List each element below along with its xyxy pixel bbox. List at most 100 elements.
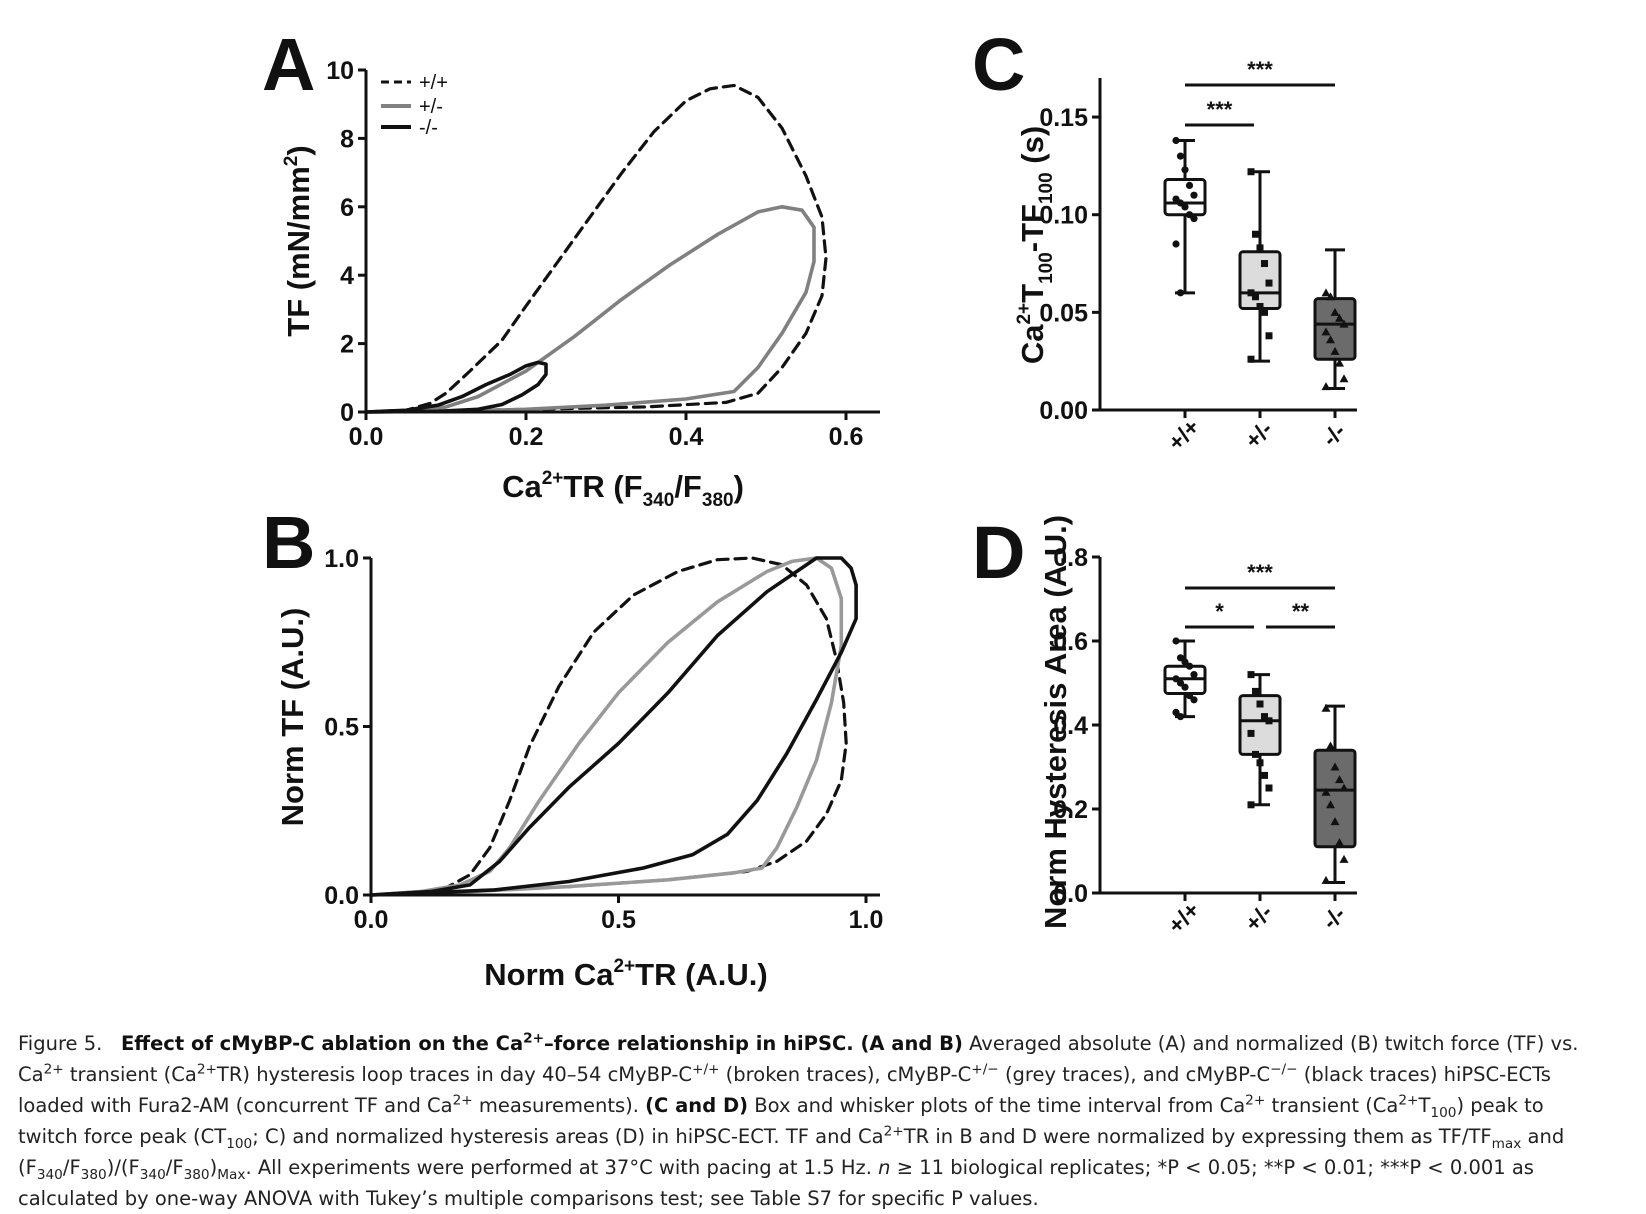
y-tick-label: 6 (340, 194, 354, 222)
box-ko (1313, 297, 1357, 361)
y-tick-label: 0.6 (1053, 628, 1088, 656)
data-point (1252, 230, 1259, 238)
panel-a-y-label: TF (mN/mm2) (281, 145, 316, 336)
panel-c-letter: C (972, 23, 1025, 106)
data-point (1321, 288, 1331, 297)
box-het (1238, 694, 1282, 756)
data-point (1326, 335, 1335, 344)
data-point (1261, 771, 1268, 779)
panel-b-letter: B (262, 501, 315, 584)
data-point (1326, 292, 1335, 301)
data-point (1176, 679, 1185, 687)
x-tick-label: 1.0 (849, 906, 884, 934)
caption-title: Effect of cMyBP-C ablation on the Ca2+–f… (120, 1030, 963, 1055)
series-line-ko (369, 556, 858, 897)
data-point (1247, 801, 1255, 809)
panel-d: D +/+ +/- -/-**** ** 0.00.20.40.60.8 Norm H… (972, 511, 1357, 939)
data-point (1265, 332, 1273, 340)
y-tick-label: 0.8 (1053, 544, 1088, 572)
data-point (1330, 762, 1340, 771)
data-point (1172, 240, 1180, 248)
figure-caption: Figure 5. Effect of cMyBP-C ablation on … (18, 1028, 1628, 1214)
data-point (1176, 152, 1185, 160)
x-tick-label: 0.4 (669, 423, 704, 451)
series-line-wt (369, 556, 848, 897)
significance-label: *** (1247, 560, 1273, 585)
data-point (1335, 838, 1344, 847)
x-tick-label: 0.2 (509, 423, 544, 451)
data-point (1261, 260, 1268, 268)
panel-d-y-label: Norm Hysteresis Area (A.U.) (1038, 515, 1073, 929)
caption-line-4: twitch force peak (CT100; C) and normali… (18, 1123, 1565, 1152)
y-tick-label: 0.4 (1053, 712, 1088, 740)
y-tick-label: 8 (340, 125, 354, 153)
x-tick-label: 0.6 (829, 423, 864, 451)
x-tick-label: 0.5 (601, 906, 636, 934)
data-point (1252, 750, 1259, 758)
data-point (1172, 637, 1180, 645)
data-point (1181, 658, 1189, 666)
data-point (1321, 875, 1331, 884)
significance-label: *** (1247, 57, 1273, 82)
data-point (1256, 302, 1264, 310)
y-tick-label: 0.2 (1053, 796, 1088, 824)
data-point (1265, 784, 1273, 792)
y-tick-label: 0 (340, 399, 354, 427)
data-point (1261, 308, 1268, 316)
data-point (1252, 687, 1259, 695)
panel-d-ticks: 0.0 0.2 0.4 0.6 0.8 (1053, 544, 1100, 908)
data-point (1335, 358, 1344, 367)
y-tick-label: 1.0 (324, 545, 359, 573)
data-point (1176, 713, 1185, 721)
panel-a: A 0.0 0.2 0.4 0.6 0 2 4 6 8 10 +/+ +/- -/- TF (mN… (262, 23, 880, 511)
data-point (1339, 374, 1349, 383)
data-point (1176, 654, 1185, 662)
data-point (1252, 293, 1259, 301)
panel-c-y-label: Ca2+T100-TF100 (s) (1014, 126, 1057, 364)
category-label: +/- (1240, 899, 1278, 937)
data-point (1181, 683, 1189, 691)
legend-label-ko: -/- (419, 117, 438, 139)
y-tick-label: 0.5 (324, 714, 359, 742)
data-point (1335, 313, 1344, 322)
data-point (1247, 289, 1255, 297)
data-point (1190, 215, 1198, 223)
category-label: -/- (1317, 418, 1351, 452)
data-point (1326, 800, 1335, 809)
significance-label: *** (1207, 97, 1233, 122)
panel-c-plot: +/+ +/- -/- *** *** (1163, 57, 1357, 456)
panel-a-x-label: Ca2+TR (F340/F380) (502, 468, 744, 511)
panel-c-ticks: 0.00 0.05 0.10 0.15 (1039, 104, 1100, 425)
data-point (1247, 729, 1255, 737)
y-tick-label: 0.10 (1039, 202, 1088, 230)
panel-a-ticks: 0.0 0.2 0.4 0.6 0 2 4 6 8 10 (326, 57, 863, 451)
series-line-wt (364, 83, 828, 414)
data-point (1321, 703, 1331, 712)
data-point (1265, 717, 1273, 725)
caption-line-6: calculated by one-way ANOVA with Tukey’s… (18, 1187, 1039, 1210)
y-tick-label: 2 (340, 331, 354, 359)
data-point (1256, 759, 1264, 767)
y-tick-label: 10 (326, 57, 354, 85)
data-point (1265, 279, 1273, 287)
data-point (1181, 203, 1189, 211)
data-point (1190, 671, 1198, 679)
data-point (1339, 854, 1349, 863)
panel-b: B 0.0 0.5 1.0 0.0 0.5 1.0 Norm TF (A.U.) Norm… (262, 501, 883, 992)
panel-b-y-label: Norm TF (A.U.) (275, 608, 310, 827)
data-point (1247, 168, 1255, 176)
panel-d-letter: D (972, 511, 1025, 594)
significance-label: * (1215, 599, 1224, 624)
data-point (1176, 289, 1185, 297)
data-point (1247, 671, 1255, 679)
data-point (1185, 662, 1194, 670)
y-tick-label: 0.05 (1039, 299, 1088, 327)
y-tick-label: 0.15 (1039, 104, 1088, 132)
box-het (1238, 250, 1282, 310)
panel-a-letter: A (262, 23, 315, 106)
data-point (1172, 675, 1180, 683)
data-point (1335, 775, 1344, 784)
x-tick-label: 0.0 (354, 906, 389, 934)
data-point (1330, 817, 1340, 826)
panel-d-plot: +/+ +/- -/-**** ** (1163, 560, 1357, 939)
